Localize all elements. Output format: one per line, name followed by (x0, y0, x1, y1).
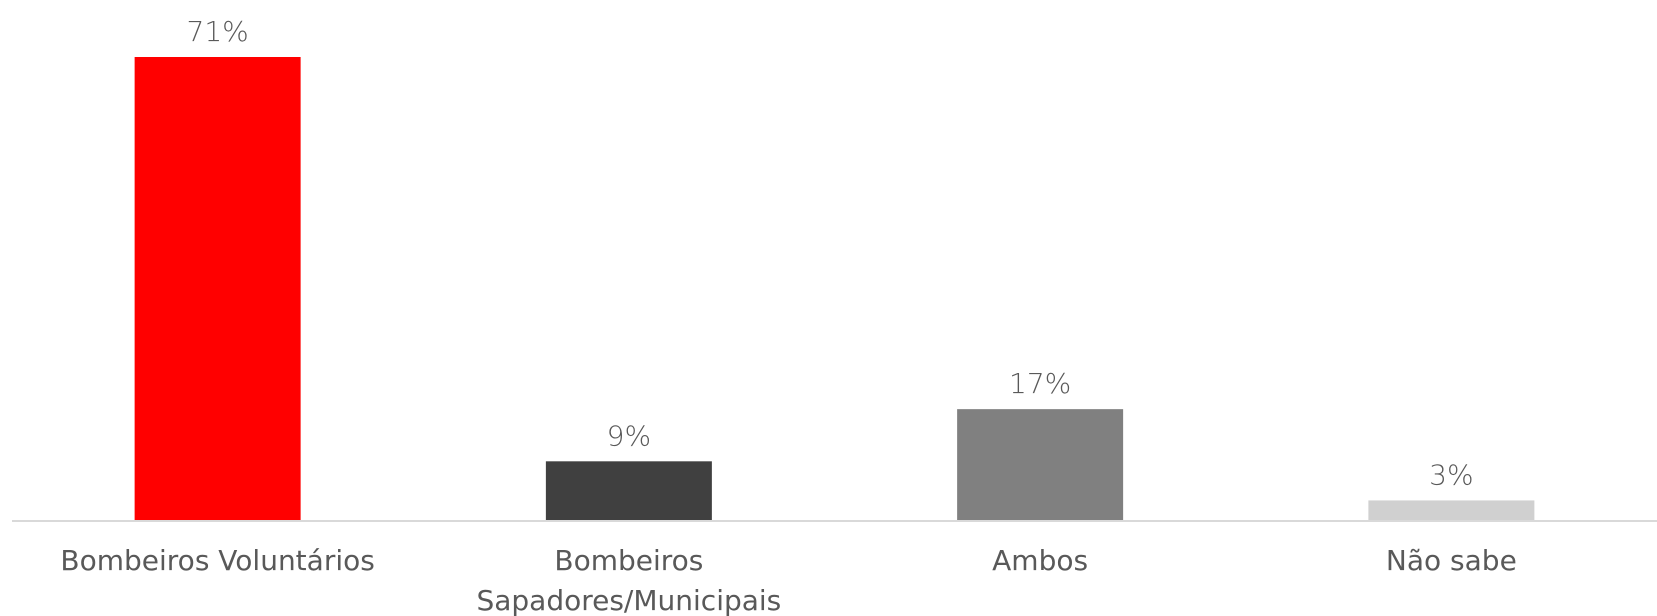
bar-2 (957, 409, 1124, 520)
data-labels-group: 71% 9% 17% 3% (187, 15, 1474, 491)
bar-0 (134, 57, 301, 520)
category-label-0: Bombeiros Voluntários (60, 544, 374, 577)
bar-1 (545, 461, 712, 520)
data-label-3: 3% (1429, 458, 1473, 491)
bar-3 (1368, 500, 1535, 520)
category-label-line: Bombeiros (554, 544, 703, 577)
category-label-line: Bombeiros Voluntários (60, 544, 374, 577)
category-label-line: Ambos (992, 544, 1088, 577)
category-labels-group: Bombeiros Voluntários Bombeiros Sapadores/… (60, 544, 1516, 616)
category-label-2: Ambos (992, 544, 1088, 577)
category-label-1: Bombeiros Sapadores/Municipais (476, 544, 781, 616)
category-label-line: Sapadores/Municipais (476, 584, 781, 616)
data-label-1: 9% (607, 419, 651, 452)
category-label-3: Não sabe (1386, 544, 1517, 577)
data-label-2: 17% (1009, 367, 1071, 400)
bars-group (134, 57, 1535, 520)
category-label-line: Não sabe (1386, 544, 1517, 577)
data-label-0: 71% (187, 15, 249, 48)
